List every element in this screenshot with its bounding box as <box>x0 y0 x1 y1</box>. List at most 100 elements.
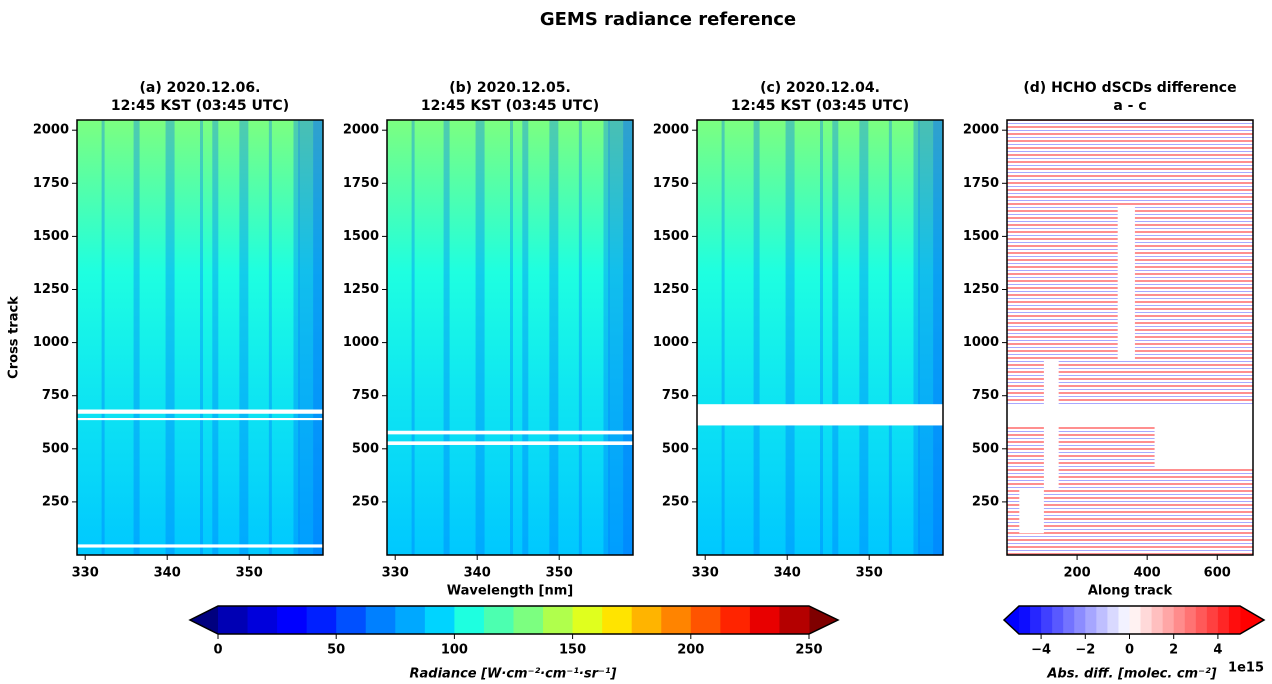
y-tick-label: 500 <box>662 441 689 456</box>
y-tick-label: 2000 <box>653 123 689 138</box>
colorbar-tick-label: 100 <box>441 643 468 658</box>
colorbar-tick-label: 0 <box>1125 643 1134 658</box>
y-tick-label: 500 <box>42 441 69 456</box>
colorbar-segment <box>1129 606 1142 634</box>
missing-rows <box>77 544 323 548</box>
y-tick-label: 2000 <box>963 123 999 138</box>
y-tick-label: 500 <box>972 441 999 456</box>
y-tick-label: 1750 <box>963 176 999 191</box>
plot-frame <box>76 119 324 556</box>
heatmap-stripe <box>200 120 203 555</box>
colorbar-segment <box>1063 606 1075 634</box>
colorbar-extend-low <box>190 606 218 634</box>
y-tick-label: 750 <box>972 388 999 403</box>
colorbar-segment <box>1228 606 1241 634</box>
y-tick-label: 250 <box>972 494 999 509</box>
y-tick-label: 1000 <box>343 335 379 350</box>
x-tick-label: 200 <box>1064 566 1091 581</box>
heatmap-image <box>77 120 323 555</box>
colorbar-segment <box>1096 606 1108 634</box>
y-tick-label: 1250 <box>653 282 689 297</box>
colorbar-segment <box>277 606 308 634</box>
colorbar-segment <box>513 606 544 634</box>
heatmap-stripe <box>293 120 300 555</box>
missing-rows <box>387 430 633 435</box>
missing-rows <box>77 409 323 414</box>
y-tick-label: 750 <box>352 388 379 403</box>
heatmap-stripe <box>522 120 529 555</box>
colorbar-segment <box>424 606 455 634</box>
y-tick-label: 1250 <box>33 282 69 297</box>
colorbar-segment <box>602 606 633 634</box>
colorbar-tick-label: −4 <box>1031 643 1051 658</box>
colorbar-segment <box>218 606 249 634</box>
heatmap-stripe <box>785 120 795 555</box>
colorbar-label: Abs. diff. [molec. cm⁻²] <box>1046 667 1216 682</box>
colorbar-tick-label: 4 <box>1213 643 1222 658</box>
heatmap-image <box>697 120 943 555</box>
heatmap-stripe <box>603 120 610 555</box>
panel-title: (a) 2020.12.06. <box>139 80 260 96</box>
y-tick-label: 250 <box>352 494 379 509</box>
colorbar-tick-label: 200 <box>677 643 704 658</box>
y-tick-label: 1000 <box>33 335 69 350</box>
colorbar-segment <box>395 606 426 634</box>
x-tick-label: 340 <box>154 566 181 581</box>
heatmap-stripe <box>313 120 323 555</box>
colorbar-segment <box>483 606 514 634</box>
colorbar-extend-high <box>1240 606 1264 634</box>
heatmap-stripe <box>913 120 920 555</box>
panel-title: (b) 2020.12.05. <box>449 80 571 96</box>
x-tick-label: 330 <box>692 566 719 581</box>
colorbar-segment <box>1085 606 1097 634</box>
colorbar-segment <box>365 606 396 634</box>
colorbar-segment <box>306 606 337 634</box>
colorbar-segment <box>247 606 278 634</box>
heatmap-stripe <box>578 120 582 555</box>
y-tick-label: 1750 <box>33 176 69 191</box>
x-tick-label: 600 <box>1204 566 1231 581</box>
colorbar-offset: 1e15 <box>1228 661 1264 676</box>
colorbar-segment <box>1118 606 1130 634</box>
heatmap-stripe <box>549 120 559 555</box>
heatmap-stripe <box>239 120 249 555</box>
heatmap-image <box>387 120 633 555</box>
heatmap-blank <box>1117 207 1135 360</box>
colorbar-segment <box>1030 606 1042 634</box>
x-tick-label: 400 <box>1134 566 1161 581</box>
heatmap-blank <box>1154 424 1253 468</box>
y-tick-label: 1500 <box>963 229 999 244</box>
heatmap-stripe <box>820 120 823 555</box>
plot-frame <box>386 119 634 556</box>
heatmap-shade <box>608 120 633 555</box>
heatmap-shade <box>298 120 323 555</box>
colorbar-segment <box>454 606 485 634</box>
missing-rows <box>1007 404 1253 427</box>
colorbar-segment <box>1162 606 1175 634</box>
colorbar-segment <box>631 606 662 634</box>
colorbar-segment <box>543 606 574 634</box>
colorbar-segment <box>690 606 721 634</box>
x-tick-label: 330 <box>382 566 409 581</box>
y-tick-label: 500 <box>352 441 379 456</box>
x-tick-label: 330 <box>72 566 99 581</box>
colorbar-tick-label: 250 <box>795 643 822 658</box>
x-axis-label: Wavelength [nm] <box>447 584 573 599</box>
colorbar-tick-label: 0 <box>213 643 222 658</box>
colorbar-segment <box>661 606 692 634</box>
missing-rows <box>697 404 943 426</box>
x-axis-label: Along track <box>1088 584 1173 599</box>
heatmap-stripe <box>443 120 450 555</box>
y-tick-label: 1250 <box>963 282 999 297</box>
heatmap-stripe <box>888 120 892 555</box>
colorbar-segment <box>1217 606 1230 634</box>
panel-title: 12:45 KST (03:45 UTC) <box>731 98 909 114</box>
colorbar-tick-label: 150 <box>559 643 586 658</box>
heatmap-stripe <box>753 120 760 555</box>
colorbar-segment <box>1184 606 1197 634</box>
colorbar-segment <box>1195 606 1208 634</box>
colorbar-segment <box>1107 606 1119 634</box>
colorbar-segment <box>749 606 780 634</box>
colorbar-extend-low <box>1004 606 1019 634</box>
